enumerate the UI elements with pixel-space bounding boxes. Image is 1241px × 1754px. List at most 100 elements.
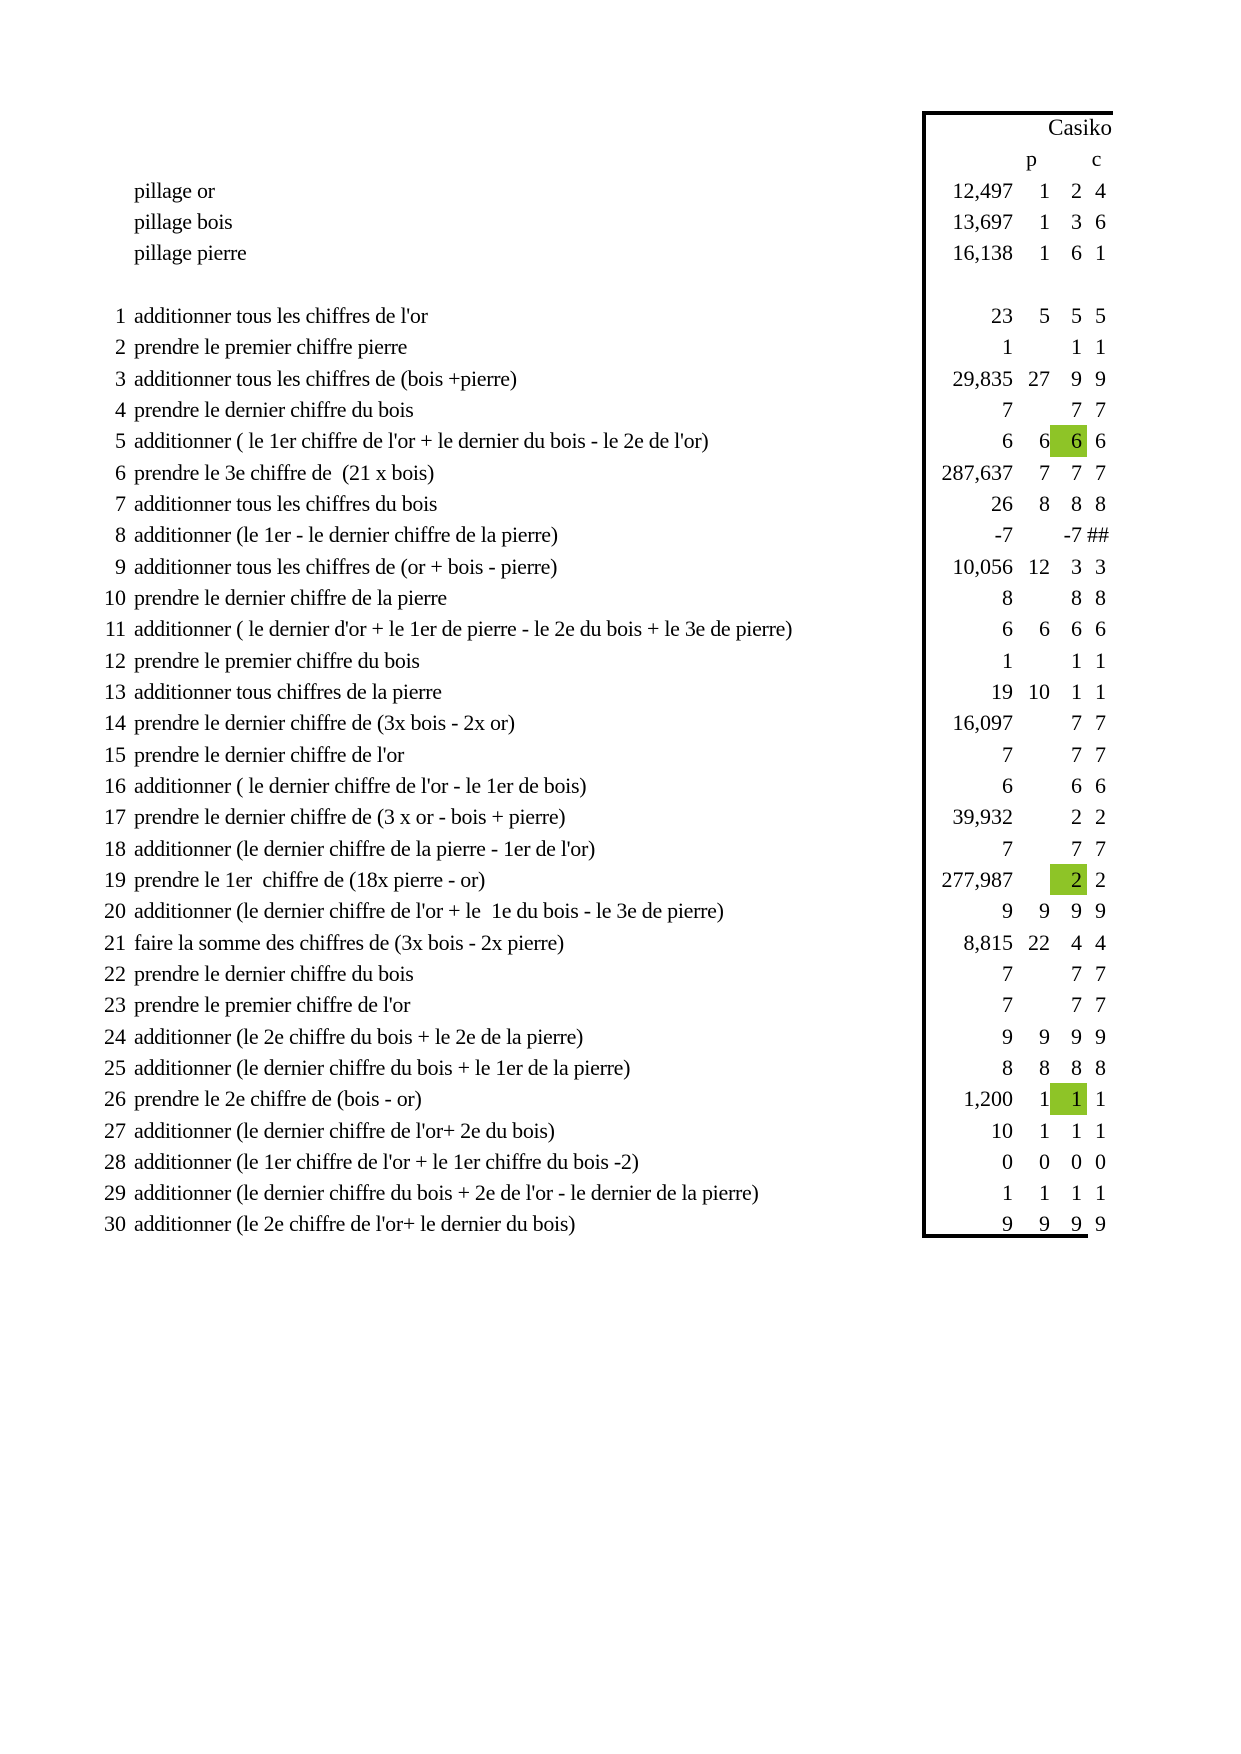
value-c1: 0	[1071, 1148, 1082, 1174]
value-c1: 9	[1071, 1023, 1082, 1049]
table-row: 13 additionner tous chiffres de la pierr…	[0, 676, 1112, 707]
value-c2: 6	[1095, 616, 1106, 642]
value-c1: 9	[1071, 898, 1082, 924]
value-main: 39,932	[952, 804, 1014, 830]
value-p: 8	[1039, 490, 1050, 516]
instruction-text: additionner (le 1er - le dernier chiffre…	[134, 522, 558, 548]
value-p	[1013, 801, 1050, 832]
instruction-text: additionner tous les chiffres de l'or	[134, 302, 428, 328]
instruction-text: additionner (le dernier chiffre de l'or+…	[134, 1117, 555, 1143]
instruction-text: prendre le dernier chiffre du bois	[134, 960, 414, 986]
value-main	[912, 269, 1013, 300]
table-title: Casiko	[1048, 115, 1112, 140]
value-c1: 4	[1071, 929, 1082, 955]
table-row: 15 prendre le dernier chiffre de l'or 7 …	[0, 739, 1112, 770]
row-number: 16	[104, 772, 126, 798]
instruction-text: prendre le 2e chiffre de (bois - or)	[134, 1086, 422, 1112]
row-number: 2	[115, 334, 126, 360]
table-border-top	[922, 111, 1113, 115]
value-c1: 5	[1071, 302, 1082, 328]
row-number: 4	[115, 396, 126, 422]
value-main: 16,138	[952, 240, 1014, 266]
table-row: 16 additionner ( le dernier chiffre de l…	[0, 770, 1112, 801]
value-p: 1	[1039, 208, 1050, 234]
row-number: 3	[115, 365, 126, 391]
row-number: 15	[104, 741, 126, 767]
value-c2: 9	[1095, 898, 1106, 924]
value-p	[1013, 707, 1050, 738]
value-c2: 5	[1095, 302, 1106, 328]
row-number: 11	[104, 616, 126, 642]
value-p: 1	[1039, 1117, 1050, 1143]
table-row: 8 additionner (le 1er - le dernier chiff…	[0, 519, 1112, 550]
value-c1: 6	[1050, 425, 1087, 457]
value-main: 7	[1002, 960, 1013, 986]
row-number: 6	[115, 459, 126, 485]
value-main: 29,835	[952, 365, 1014, 391]
table-row: 23 prendre le premier chiffre de l'or 7 …	[0, 989, 1112, 1020]
instruction-text: additionner (le 2e chiffre de l'or+ le d…	[134, 1211, 576, 1237]
instruction-text: additionner tous chiffres de la pierre	[134, 678, 442, 704]
instruction-text: additionner (le dernier chiffre de la pi…	[134, 835, 596, 861]
value-main: 9	[1002, 898, 1013, 924]
value-main: 287,637	[941, 459, 1014, 485]
table-row: pillage or 12,497 1 2 4	[0, 175, 1112, 206]
column-header-p: p	[1026, 146, 1037, 172]
value-c2: 8	[1095, 584, 1106, 610]
row-number: 18	[104, 835, 126, 861]
value-p	[1013, 833, 1050, 864]
value-c1: 1	[1071, 1180, 1082, 1206]
table-row	[0, 269, 1112, 300]
value-main: 8,815	[963, 929, 1014, 955]
value-c1: 1	[1071, 334, 1082, 360]
value-p	[1013, 770, 1050, 801]
value-main: 6	[1002, 616, 1013, 642]
value-p	[1013, 645, 1050, 676]
table-row: 4 prendre le dernier chiffre du bois 7 7…	[0, 394, 1112, 425]
row-number: 19	[104, 866, 126, 892]
value-main: 277,987	[941, 866, 1014, 892]
table-row: 2 prendre le premier chiffre pierre 1 1 …	[0, 331, 1112, 362]
row-number	[0, 237, 126, 268]
value-main: 7	[1002, 741, 1013, 767]
table-row: 27 additionner (le dernier chiffre de l'…	[0, 1115, 1112, 1146]
table-row: 7 additionner tous les chiffres du bois …	[0, 488, 1112, 519]
value-main: 7	[1002, 835, 1013, 861]
instruction-text: additionner ( le 1er chiffre de l'or + l…	[134, 428, 709, 454]
value-c1: 9	[1071, 1211, 1082, 1237]
value-p: 1	[1039, 1086, 1050, 1112]
row-number: 29	[104, 1180, 126, 1206]
value-c2: 9	[1095, 365, 1106, 391]
instruction-text: faire la somme des chiffres de (3x bois …	[134, 929, 564, 955]
value-c2: 7	[1095, 459, 1106, 485]
table-row: 10 prendre le dernier chiffre de la pier…	[0, 582, 1112, 613]
row-number: 21	[104, 929, 126, 955]
header-spacer	[1050, 143, 1087, 174]
value-p: 9	[1039, 898, 1050, 924]
value-main: 1,200	[963, 1086, 1014, 1112]
value-main: 6	[1002, 772, 1013, 798]
value-c2: 4	[1095, 929, 1106, 955]
row-number: 17	[104, 804, 126, 830]
instruction-text: additionner (le 1er chiffre de l'or + le…	[134, 1148, 639, 1174]
table-row: 9 additionner tous les chiffres de (or +…	[0, 551, 1112, 582]
row-number: 7	[115, 490, 126, 516]
table-row: 12 prendre le premier chiffre du bois 1 …	[0, 645, 1112, 676]
value-c2: 8	[1095, 1054, 1106, 1080]
row-number: 27	[104, 1117, 126, 1143]
instruction-text: pillage bois	[134, 208, 233, 234]
value-c1: 9	[1071, 365, 1082, 391]
value-c1: 7	[1071, 396, 1082, 422]
value-c1: 7	[1071, 710, 1082, 736]
value-main: 8	[1002, 584, 1013, 610]
table-row: 26 prendre le 2e chiffre de (bois - or) …	[0, 1083, 1112, 1115]
row-number: 24	[104, 1023, 126, 1049]
table-row: 11 additionner ( le dernier d'or + le 1e…	[0, 613, 1112, 644]
value-p: 7	[1039, 459, 1050, 485]
instruction-text: prendre le 3e chiffre de (21 x bois)	[134, 459, 435, 485]
instruction-text: additionner (le dernier chiffre de l'or …	[134, 898, 724, 924]
value-p: 1	[1039, 240, 1050, 266]
value-main: 7	[1002, 396, 1013, 422]
value-p: 27	[1028, 365, 1050, 391]
